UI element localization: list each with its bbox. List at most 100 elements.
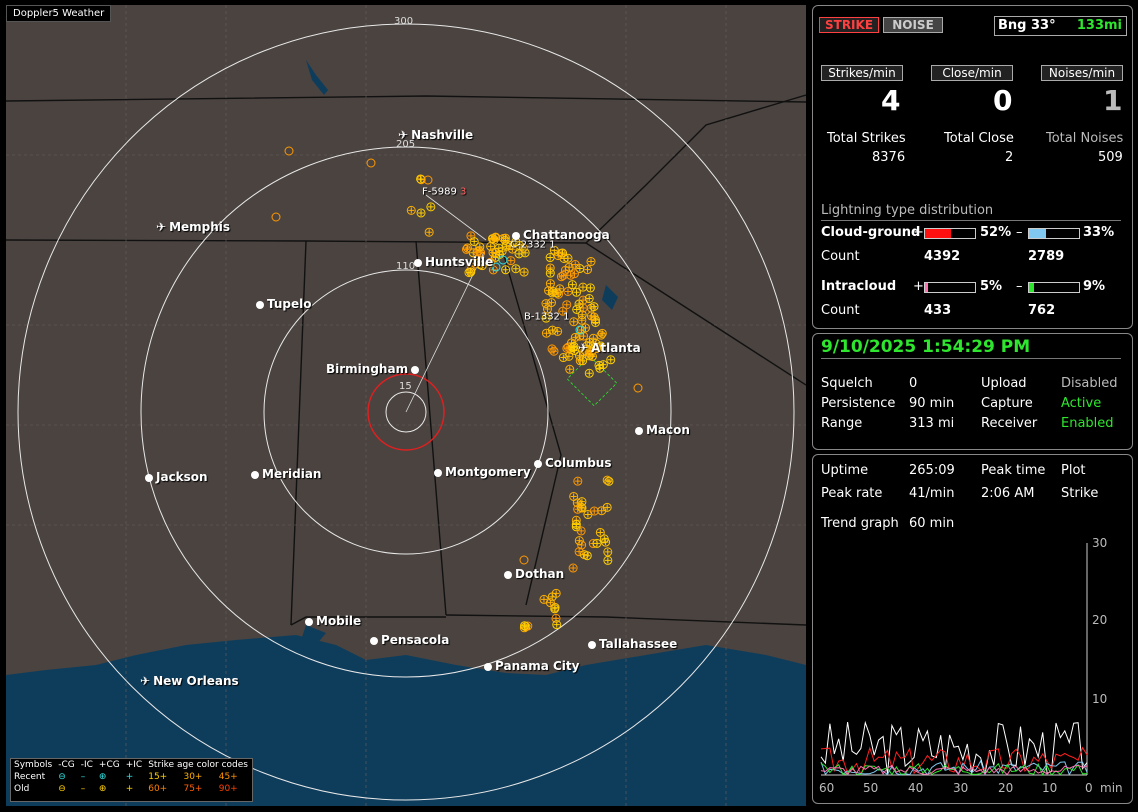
neg-ic-old-icon: – bbox=[80, 784, 86, 794]
total-noises-label: Total Noises bbox=[1046, 131, 1124, 146]
strike-marker bbox=[547, 325, 557, 335]
strike-marker bbox=[603, 555, 613, 565]
strike-marker bbox=[567, 280, 577, 290]
persistence-label: Persistence bbox=[821, 396, 896, 411]
cg-positive-count: 4392 bbox=[924, 249, 961, 264]
trend-graph-label: Trend graph bbox=[821, 516, 899, 531]
strike-marker bbox=[366, 158, 376, 168]
strike-marker bbox=[416, 174, 426, 184]
strike-marker bbox=[423, 175, 433, 185]
cg-minus-sign: – bbox=[1016, 225, 1023, 240]
city-dothan: Dothan bbox=[504, 567, 564, 581]
distribution-divider bbox=[821, 220, 1121, 221]
strike-marker bbox=[550, 604, 560, 614]
strike-marker bbox=[426, 202, 436, 212]
strike-marker bbox=[597, 328, 607, 338]
peak-rate-label: Peak rate bbox=[821, 486, 883, 501]
recent-strike-marker bbox=[498, 255, 508, 265]
peak-time-value: 2:06 AM bbox=[981, 486, 1035, 501]
city-dot-icon bbox=[305, 617, 313, 626]
trend-line bbox=[820, 759, 1088, 776]
city-dot-icon bbox=[256, 300, 264, 309]
strike-marker bbox=[584, 294, 594, 304]
noises-per-min-value: 1 bbox=[1103, 84, 1123, 117]
trend-graph bbox=[820, 543, 1088, 777]
trend-series bbox=[820, 720, 1088, 777]
water-lake-2 bbox=[602, 285, 618, 310]
neg-cg-recent-icon: ⊖ bbox=[58, 772, 66, 782]
total-noises-value: 509 bbox=[1098, 150, 1123, 165]
airport-icon: ✈ bbox=[140, 674, 151, 688]
squelch-label: Squelch bbox=[821, 376, 873, 391]
strike-marker bbox=[541, 313, 551, 323]
strike-marker bbox=[477, 261, 487, 271]
strike-marker bbox=[416, 208, 426, 218]
city-new-orleans: ✈ New Orleans bbox=[140, 674, 239, 688]
strike-marker bbox=[547, 288, 557, 298]
range-label-300: 300 bbox=[394, 16, 414, 27]
strike-marker bbox=[545, 268, 555, 278]
ic-count-label: Count bbox=[821, 303, 860, 318]
trend-panel: Uptime 265:09 Peak time Plot Peak rate 4… bbox=[812, 454, 1133, 804]
strike-marker bbox=[589, 302, 599, 312]
city-macon: Macon bbox=[635, 423, 690, 437]
radar-map[interactable]: Doppler5 Weather 300 205 110 15 ✈ Nashvil… bbox=[6, 5, 806, 806]
noise-mode-button[interactable]: NOISE bbox=[883, 17, 943, 33]
strike-marker bbox=[558, 353, 568, 363]
status-divider bbox=[821, 358, 1121, 359]
bearing-line bbox=[405, 251, 485, 413]
strike-marker bbox=[553, 326, 563, 336]
city-dot-icon bbox=[251, 470, 259, 479]
total-strikes-value: 8376 bbox=[872, 150, 906, 165]
pos-cg-old-icon: ⊕ bbox=[98, 784, 107, 794]
cell-label-b[interactable]: B-1332 1 bbox=[524, 311, 570, 323]
state-borders bbox=[6, 94, 806, 626]
bearing-readout: Bng 33° 133mi bbox=[994, 16, 1127, 36]
trend-x-tick-20: 20 bbox=[998, 781, 1014, 795]
city-panama-city: Panama City bbox=[484, 659, 579, 673]
ic-label: Intracloud bbox=[821, 279, 897, 294]
squelch-value: 0 bbox=[909, 376, 918, 391]
close-per-min-label: Close/min bbox=[931, 65, 1013, 81]
cg-positive-bar bbox=[924, 228, 976, 239]
strike-marker bbox=[575, 356, 585, 366]
trend-x-unit: min bbox=[1100, 781, 1123, 795]
trend-x-tick-0: 0 bbox=[1085, 781, 1093, 795]
total-strikes-label: Total Strikes bbox=[827, 131, 906, 146]
strike-marker bbox=[599, 534, 609, 544]
receiver-label: Receiver bbox=[981, 416, 1038, 431]
strike-marker bbox=[574, 299, 584, 309]
strike-markers bbox=[271, 146, 643, 633]
cg-positive-pct: 52% bbox=[980, 225, 1012, 240]
strike-marker bbox=[585, 283, 595, 293]
persistence-value: 90 min bbox=[909, 396, 955, 411]
strike-marker bbox=[545, 253, 555, 263]
strike-marker bbox=[592, 538, 602, 548]
strike-marker bbox=[545, 279, 555, 289]
strike-marker bbox=[564, 262, 574, 272]
strike-marker bbox=[583, 265, 593, 275]
strike-marker bbox=[603, 547, 613, 557]
trend-x-tick-10: 10 bbox=[1042, 781, 1058, 795]
airport-icon: ✈ bbox=[156, 220, 167, 234]
trend-y-tick-10: 10 bbox=[1092, 692, 1108, 706]
cell-label-c[interactable]: C-2332 1 bbox=[510, 239, 556, 251]
range-label: Range bbox=[821, 416, 863, 431]
trend-line bbox=[820, 720, 1088, 775]
cg-negative-pct: 33% bbox=[1083, 225, 1115, 240]
current-datetime: 9/10/2025 1:54:29 PM bbox=[821, 337, 1031, 357]
range-label-110: 110 bbox=[396, 261, 416, 272]
strike-marker bbox=[606, 355, 616, 365]
strike-marker bbox=[514, 249, 524, 259]
strikes-per-min-label: Strikes/min bbox=[821, 65, 903, 81]
cell-label-f[interactable]: F-5989 3 bbox=[422, 186, 467, 198]
strike-marker bbox=[519, 555, 529, 565]
strike-mode-button[interactable]: STRIKE bbox=[819, 17, 879, 33]
strike-marker bbox=[486, 257, 496, 267]
plot-value[interactable]: Strike bbox=[1061, 486, 1099, 501]
peak-time-label: Peak time bbox=[981, 463, 1046, 478]
trend-y-tick-20: 20 bbox=[1092, 613, 1108, 627]
ic-plus-sign: + bbox=[913, 279, 924, 294]
city-atlanta: ✈ Atlanta bbox=[578, 341, 641, 355]
trend-y-tick-30: 30 bbox=[1092, 536, 1108, 550]
